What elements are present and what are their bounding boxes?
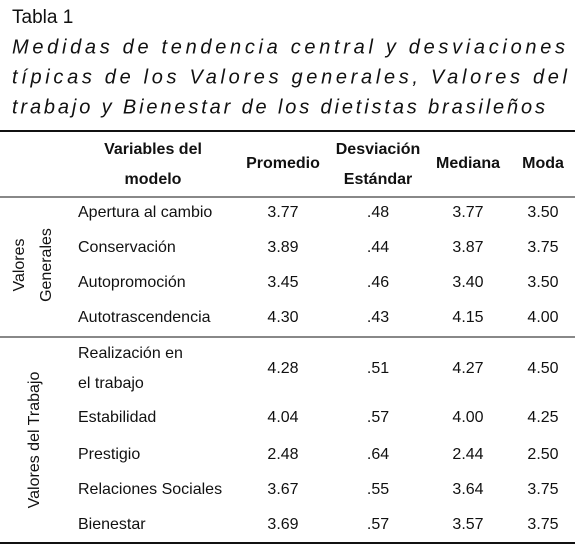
cell-value: 2.44: [452, 446, 483, 463]
caption-line: trabajo y Bienestar de los dietistas bra…: [12, 96, 545, 118]
cell-value: 3.67: [267, 481, 298, 498]
cell-value: 4.15: [452, 309, 483, 326]
cell-value: 3.57: [452, 516, 483, 533]
cell-value: .57: [367, 516, 389, 533]
cell-value: .48: [367, 204, 389, 221]
variable-name: Realización en: [78, 345, 183, 362]
cell-value: .51: [367, 360, 389, 377]
cell-value: 3.40: [452, 274, 483, 291]
cell-value: 3.50: [527, 204, 558, 221]
cell-value: 4.30: [267, 309, 298, 326]
caption-line: típicas de los Valores generales, Valore…: [12, 66, 568, 88]
group-label: Valores del Trabajo: [26, 372, 43, 509]
cell-value: 3.75: [527, 481, 558, 498]
group-label: Valores: [11, 238, 28, 291]
variable-name: el trabajo: [78, 375, 144, 392]
cell-value: 3.77: [267, 204, 298, 221]
column-header: Mediana: [436, 155, 500, 172]
column-header: modelo: [125, 171, 182, 188]
cell-value: 3.75: [527, 516, 558, 533]
cell-value: 3.50: [527, 274, 558, 291]
cell-value: 2.48: [267, 446, 298, 463]
variable-name: Estabilidad: [78, 409, 156, 426]
cell-value: 4.28: [267, 360, 298, 377]
cell-value: 3.69: [267, 516, 298, 533]
cell-value: .43: [367, 309, 389, 326]
variable-name: Relaciones Sociales: [78, 481, 222, 498]
caption-line: Medidas de tendencia central y desviacio…: [12, 36, 565, 58]
cell-value: 3.75: [527, 239, 558, 256]
cell-value: 3.45: [267, 274, 298, 291]
cell-value: 3.64: [452, 481, 483, 498]
cell-value: 4.00: [527, 309, 558, 326]
cell-value: 2.50: [527, 446, 558, 463]
cell-value: 3.87: [452, 239, 483, 256]
cell-value: .55: [367, 481, 389, 498]
cell-value: 4.50: [527, 360, 558, 377]
table-number: Tabla 1: [12, 7, 73, 28]
column-header: Promedio: [246, 155, 320, 172]
cell-value: 4.27: [452, 360, 483, 377]
column-header: Estándar: [344, 171, 412, 188]
cell-value: .64: [367, 446, 389, 463]
variable-name: Prestigio: [78, 446, 140, 463]
variable-name: Autopromoción: [78, 274, 186, 291]
cell-value: .44: [367, 239, 389, 256]
variable-name: Conservación: [78, 239, 176, 256]
cell-value: .46: [367, 274, 389, 291]
variable-name: Bienestar: [78, 516, 146, 533]
cell-value: 3.89: [267, 239, 298, 256]
cell-value: .57: [367, 409, 389, 426]
cell-value: 4.00: [452, 409, 483, 426]
cell-value: 3.77: [452, 204, 483, 221]
group-label: Generales: [38, 228, 55, 302]
variable-name: Autotrascendencia: [78, 309, 211, 326]
cell-value: 4.04: [267, 409, 298, 426]
cell-value: 4.25: [527, 409, 558, 426]
column-header: Variables del: [104, 141, 202, 158]
column-header: Desviación: [336, 141, 420, 158]
variable-name: Apertura al cambio: [78, 204, 212, 221]
column-header: Moda: [522, 155, 564, 172]
